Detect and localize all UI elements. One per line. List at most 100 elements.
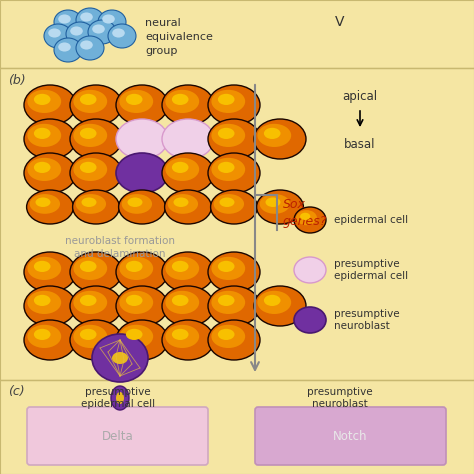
Ellipse shape: [24, 85, 76, 125]
Ellipse shape: [54, 38, 82, 62]
Ellipse shape: [119, 257, 153, 280]
Text: presumptive
neuroblast: presumptive neuroblast: [307, 387, 373, 410]
Ellipse shape: [254, 286, 306, 326]
Ellipse shape: [70, 286, 122, 326]
Ellipse shape: [257, 124, 291, 147]
Ellipse shape: [214, 194, 244, 214]
Ellipse shape: [66, 22, 94, 46]
Ellipse shape: [34, 162, 51, 173]
Text: Sox
genes?: Sox genes?: [283, 198, 328, 228]
Text: Notch: Notch: [333, 429, 367, 443]
Ellipse shape: [119, 291, 153, 314]
Ellipse shape: [211, 158, 245, 181]
Ellipse shape: [172, 94, 189, 105]
Ellipse shape: [73, 325, 107, 348]
Ellipse shape: [172, 329, 189, 340]
Ellipse shape: [126, 329, 143, 340]
Ellipse shape: [254, 119, 306, 159]
Ellipse shape: [172, 295, 189, 306]
Ellipse shape: [116, 286, 168, 326]
FancyBboxPatch shape: [0, 68, 474, 380]
Ellipse shape: [211, 257, 245, 280]
Ellipse shape: [260, 194, 290, 214]
Ellipse shape: [208, 119, 260, 159]
Ellipse shape: [294, 307, 326, 333]
Text: apical: apical: [342, 90, 378, 103]
Ellipse shape: [126, 94, 143, 105]
Ellipse shape: [112, 352, 128, 364]
Ellipse shape: [80, 329, 97, 340]
Text: presumptive
epidermal cell: presumptive epidermal cell: [334, 259, 408, 281]
Ellipse shape: [80, 40, 93, 50]
Ellipse shape: [126, 261, 143, 272]
Ellipse shape: [264, 295, 281, 306]
Ellipse shape: [162, 252, 214, 292]
Ellipse shape: [116, 252, 168, 292]
Ellipse shape: [211, 291, 245, 314]
Ellipse shape: [172, 261, 189, 272]
Ellipse shape: [73, 291, 107, 314]
Ellipse shape: [116, 153, 168, 193]
Ellipse shape: [34, 128, 51, 139]
Ellipse shape: [73, 90, 107, 113]
Ellipse shape: [92, 25, 105, 34]
Ellipse shape: [27, 158, 61, 181]
Ellipse shape: [168, 194, 198, 214]
Ellipse shape: [73, 190, 119, 224]
Ellipse shape: [208, 286, 260, 326]
Ellipse shape: [294, 257, 326, 283]
Ellipse shape: [24, 119, 76, 159]
Text: epidermal cell: epidermal cell: [334, 215, 408, 225]
FancyBboxPatch shape: [255, 407, 446, 465]
FancyBboxPatch shape: [0, 380, 474, 474]
Ellipse shape: [300, 213, 310, 220]
Ellipse shape: [80, 94, 97, 105]
Ellipse shape: [173, 198, 189, 207]
Ellipse shape: [218, 295, 235, 306]
Ellipse shape: [162, 85, 214, 125]
Ellipse shape: [58, 43, 71, 52]
Ellipse shape: [218, 329, 235, 340]
Ellipse shape: [76, 36, 104, 60]
Ellipse shape: [102, 14, 115, 24]
Ellipse shape: [172, 162, 189, 173]
Ellipse shape: [70, 27, 83, 36]
Ellipse shape: [162, 119, 214, 159]
Ellipse shape: [34, 295, 51, 306]
Ellipse shape: [128, 198, 143, 207]
Text: Delta: Delta: [102, 429, 134, 443]
Ellipse shape: [54, 10, 82, 34]
Ellipse shape: [36, 198, 50, 207]
Text: neural: neural: [145, 18, 181, 28]
Ellipse shape: [24, 320, 76, 360]
Ellipse shape: [80, 261, 97, 272]
Ellipse shape: [162, 153, 214, 193]
Ellipse shape: [218, 94, 235, 105]
Ellipse shape: [162, 320, 214, 360]
Ellipse shape: [208, 320, 260, 360]
Ellipse shape: [27, 90, 61, 113]
FancyBboxPatch shape: [0, 0, 474, 68]
Ellipse shape: [58, 14, 71, 24]
Ellipse shape: [80, 295, 97, 306]
Ellipse shape: [27, 190, 73, 224]
Ellipse shape: [80, 12, 93, 21]
Ellipse shape: [257, 291, 291, 314]
Ellipse shape: [76, 8, 104, 32]
Ellipse shape: [73, 124, 107, 147]
Ellipse shape: [119, 90, 153, 113]
Ellipse shape: [112, 28, 125, 37]
Ellipse shape: [296, 210, 317, 225]
Ellipse shape: [164, 190, 211, 224]
Ellipse shape: [210, 190, 257, 224]
Ellipse shape: [116, 85, 168, 125]
Ellipse shape: [24, 153, 76, 193]
Ellipse shape: [162, 286, 214, 326]
Ellipse shape: [208, 153, 260, 193]
Ellipse shape: [30, 194, 60, 214]
Ellipse shape: [116, 320, 168, 360]
Ellipse shape: [256, 190, 303, 224]
Ellipse shape: [48, 28, 61, 37]
Ellipse shape: [82, 198, 97, 207]
Ellipse shape: [98, 10, 126, 34]
